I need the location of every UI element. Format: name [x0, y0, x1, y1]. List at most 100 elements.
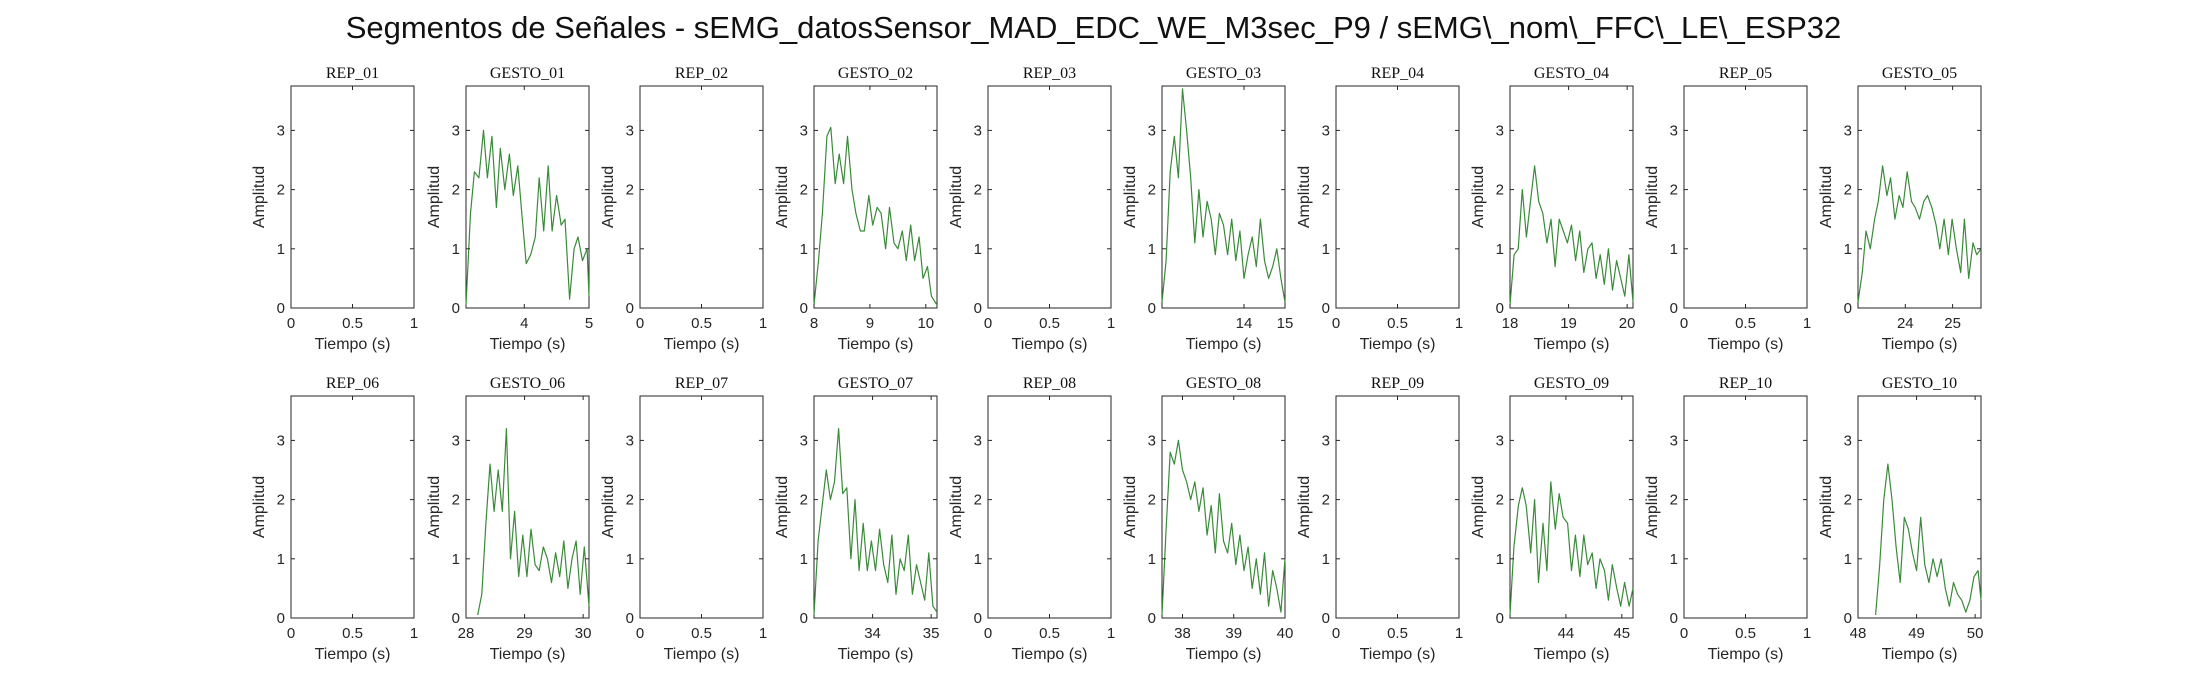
y-tick-label: 3 [1148, 122, 1156, 139]
plot-area [813, 395, 938, 619]
y-tick-label: 3 [800, 122, 808, 139]
y-tick-label: 1 [800, 241, 808, 258]
plot-area [813, 85, 938, 309]
x-tick-label: 0.5 [342, 625, 363, 642]
subplot-title: REP_02 [675, 65, 728, 82]
plot-area [1509, 395, 1634, 619]
y-axis-label: Amplitud [1818, 476, 1835, 538]
y-tick-label: 0 [1844, 610, 1852, 627]
x-axis-label: Tiempo (s) [1360, 336, 1436, 353]
y-tick-label: 1 [1322, 551, 1330, 568]
subplot-title: REP_03 [1023, 65, 1076, 82]
x-axis-label: Tiempo (s) [1708, 336, 1784, 353]
y-tick-label: 2 [1322, 182, 1330, 199]
signal-line [1161, 88, 1286, 303]
x-tick-label: 45 [1613, 625, 1630, 642]
y-tick-label: 2 [1322, 492, 1330, 509]
y-tick-label: 3 [277, 122, 285, 139]
subplot-title: REP_10 [1719, 375, 1772, 392]
y-tick-label: 2 [626, 182, 634, 199]
y-tick-label: 3 [1670, 432, 1678, 449]
y-tick-label: 2 [1148, 492, 1156, 509]
y-tick-label: 0 [1148, 300, 1156, 317]
x-tick-label: 8 [810, 315, 818, 332]
x-axis-label: Tiempo (s) [1882, 646, 1958, 663]
x-tick-label: 0 [636, 625, 644, 642]
x-tick-label: 35 [923, 625, 940, 642]
x-tick-label: 0.5 [1387, 625, 1408, 642]
y-tick-label: 3 [452, 122, 460, 139]
y-tick-label: 2 [1670, 492, 1678, 509]
x-tick-label: 20 [1619, 315, 1636, 332]
x-tick-label: 0 [1332, 625, 1340, 642]
plot-area [465, 85, 590, 309]
plot-area [1335, 395, 1460, 619]
x-tick-label: 14 [1236, 315, 1253, 332]
x-tick-label: 0.5 [1039, 625, 1060, 642]
subplot-rep-09: 0 1 2 3 0 0.5 1 REP_09 Tiempo (s) Amplitud [1296, 375, 1463, 663]
x-tick-label: 9 [866, 315, 874, 332]
y-tick-label: 1 [1322, 241, 1330, 258]
subplot-title: GESTO_09 [1534, 375, 1609, 392]
subplot-title: GESTO_02 [838, 65, 913, 82]
y-tick-label: 0 [1496, 300, 1504, 317]
y-axis-label: Amplitud [1818, 166, 1835, 228]
subplot-gesto-07: 0 1 2 3 34 35 GESTO_07 Tiempo (s) Amplitud [774, 375, 939, 663]
y-axis-label: Amplitud [1296, 166, 1313, 228]
x-tick-label: 10 [917, 315, 934, 332]
y-axis-label: Amplitud [1470, 166, 1487, 228]
y-tick-label: 3 [1844, 432, 1852, 449]
y-tick-label: 2 [1670, 182, 1678, 199]
y-tick-label: 0 [1496, 610, 1504, 627]
y-tick-label: 3 [800, 432, 808, 449]
y-axis-label: Amplitud [600, 476, 617, 538]
x-tick-label: 0.5 [342, 315, 363, 332]
signal-line [465, 129, 590, 306]
y-tick-label: 0 [1670, 300, 1678, 317]
x-tick-label: 28 [458, 625, 475, 642]
subplot-title: GESTO_07 [838, 375, 913, 392]
x-tick-label: 0.5 [1039, 315, 1060, 332]
x-tick-label: 50 [1967, 625, 1984, 642]
x-tick-label: 34 [864, 625, 881, 642]
subplot-rep-07: 0 1 2 3 0 0.5 1 REP_07 Tiempo (s) Amplitud [600, 375, 767, 663]
y-tick-label: 2 [974, 182, 982, 199]
x-tick-label: 0 [287, 625, 295, 642]
plot-area [1161, 85, 1286, 309]
subplot-title: REP_01 [326, 65, 379, 82]
subplot-title: REP_09 [1371, 375, 1424, 392]
subplot-gesto-10: 0 1 2 3 48 49 50 GESTO_10 Tiempo (s) Amplitud [1818, 375, 1983, 663]
y-axis-label: Amplitud [1470, 476, 1487, 538]
x-tick-label: 0 [1332, 315, 1340, 332]
x-tick-label: 0 [287, 315, 295, 332]
y-tick-label: 2 [452, 182, 460, 199]
plot-area [1683, 395, 1808, 619]
y-tick-label: 1 [1670, 551, 1678, 568]
signal-line [813, 428, 938, 616]
x-tick-label: 18 [1502, 315, 1519, 332]
x-tick-label: 24 [1897, 315, 1914, 332]
signal-line [1161, 439, 1286, 616]
subplot-title: GESTO_10 [1882, 375, 1957, 392]
y-tick-label: 0 [974, 300, 982, 317]
y-tick-label: 1 [1844, 241, 1852, 258]
signal-line [1857, 165, 1982, 303]
x-tick-label: 0 [984, 315, 992, 332]
x-tick-label: 40 [1277, 625, 1294, 642]
y-tick-label: 0 [626, 610, 634, 627]
y-axis-label: Amplitud [426, 476, 443, 538]
y-axis-label: Amplitud [948, 166, 965, 228]
plot-area [1683, 85, 1808, 309]
y-tick-label: 3 [1670, 122, 1678, 139]
x-tick-label: 1 [1803, 315, 1811, 332]
y-tick-label: 3 [626, 432, 634, 449]
subplot-title: GESTO_08 [1186, 375, 1261, 392]
x-tick-label: 0.5 [1735, 315, 1756, 332]
y-tick-label: 1 [277, 551, 285, 568]
plot-area [1857, 395, 1982, 619]
y-tick-label: 2 [1496, 492, 1504, 509]
y-tick-label: 2 [1496, 182, 1504, 199]
plot-area [465, 395, 590, 619]
x-tick-label: 44 [1558, 625, 1575, 642]
subplot-gesto-01: 0 1 2 3 4 5 GESTO_01 Tiempo (s) Amplitud [426, 65, 593, 353]
